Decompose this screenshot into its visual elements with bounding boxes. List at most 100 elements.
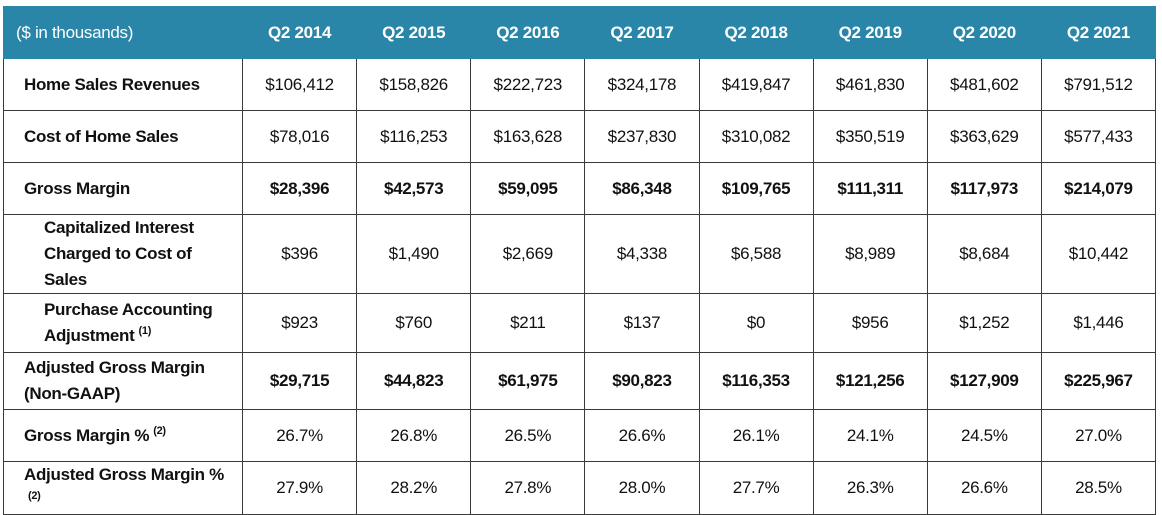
column-header: Q2 2020: [926, 6, 1042, 59]
table-cell: $214,079: [1040, 162, 1157, 215]
table-cell: $419,847: [698, 58, 814, 111]
table-cell: 27.8%: [470, 461, 586, 515]
table-cell: $225,967: [1040, 352, 1157, 410]
table-cell: 27.7%: [698, 461, 814, 515]
header-row: ($ in thousands) Q2 2014 Q2 2015 Q2 2016…: [3, 6, 1157, 59]
table-cell: 26.3%: [812, 461, 928, 515]
column-header: Q2 2017: [584, 6, 700, 59]
row-label: Adjusted Gross Margin (Non-GAAP): [3, 352, 243, 410]
table-cell: $42,573: [356, 162, 472, 215]
row-label-line2: Adjustment: [44, 326, 135, 345]
table-row-gross-margin-pct: Gross Margin % (2) 26.7% 26.8% 26.5% 26.6…: [3, 409, 1157, 462]
table-row-adjusted-gross-margin-pct: Adjusted Gross Margin % (2) 27.9% 28.2% 2…: [3, 461, 1157, 515]
table-cell: $10,442: [1040, 214, 1157, 294]
table-cell: $28,396: [241, 162, 358, 215]
table-cell: $760: [356, 293, 472, 353]
table-cell: 24.5%: [926, 409, 1042, 462]
table-cell: $1,490: [356, 214, 472, 294]
row-label: Cost of Home Sales: [3, 110, 243, 163]
table-row-purchase-accounting: Purchase Accounting Adjustment (1) $923 $7…: [3, 293, 1157, 353]
row-label: Purchase Accounting Adjustment (1): [3, 293, 243, 353]
table-cell: $111,311: [812, 162, 928, 215]
table-cell: $461,830: [812, 58, 928, 111]
table-cell: $59,095: [470, 162, 586, 215]
table-cell: $116,253: [356, 110, 472, 163]
table-row-home-sales-revenues: Home Sales Revenues $106,412 $158,826 $2…: [3, 58, 1157, 111]
column-header: Q2 2016: [470, 6, 586, 59]
table-cell: $791,512: [1040, 58, 1157, 111]
table-cell: $44,823: [356, 352, 472, 410]
table-cell: $310,082: [698, 110, 814, 163]
table-row-capitalized-interest: Capitalized Interest Charged to Cost of S…: [3, 214, 1157, 294]
column-header: Q2 2014: [241, 6, 358, 59]
table-cell: $90,823: [584, 352, 700, 410]
row-label: Gross Margin % (2): [3, 409, 243, 462]
table-cell: $4,338: [584, 214, 700, 294]
table-cell: 28.2%: [356, 461, 472, 515]
table-cell: 28.0%: [584, 461, 700, 515]
row-label-line2: (Non-GAAP): [24, 384, 121, 403]
row-label-line2: Charged to Cost of Sales: [44, 244, 192, 289]
footnote-marker: (1): [138, 325, 152, 338]
row-label-line1: Adjusted Gross Margin: [24, 358, 205, 377]
table-cell: 24.1%: [812, 409, 928, 462]
table-cell: $923: [241, 293, 358, 353]
table-cell: $6,588: [698, 214, 814, 294]
table-cell: $1,446: [1040, 293, 1157, 353]
table-cell: $222,723: [470, 58, 586, 111]
footnote-marker: (2): [153, 424, 166, 437]
table-row-gross-margin: Gross Margin $28,396 $42,573 $59,095 $86…: [3, 162, 1157, 215]
table-cell: 27.0%: [1040, 409, 1157, 462]
table-cell: $2,669: [470, 214, 586, 294]
units-label: ($ in thousands): [3, 6, 243, 59]
table-cell: 28.5%: [1040, 461, 1157, 515]
row-label: Capitalized Interest Charged to Cost of S…: [3, 214, 243, 294]
table-cell: $481,602: [926, 58, 1042, 111]
table-cell: $117,973: [926, 162, 1042, 215]
table-cell: $29,715: [241, 352, 358, 410]
table-cell: $8,989: [812, 214, 928, 294]
footnote-marker: (2): [28, 490, 41, 503]
table-cell: $78,016: [241, 110, 358, 163]
column-header: Q2 2018: [698, 6, 814, 59]
table-cell: 26.8%: [356, 409, 472, 462]
row-label: Adjusted Gross Margin % (2): [3, 461, 243, 515]
column-header: Q2 2015: [356, 6, 472, 59]
table-cell: $61,975: [470, 352, 586, 410]
row-label-text: Gross Margin %: [24, 425, 150, 445]
table-row-adjusted-gross-margin: Adjusted Gross Margin (Non-GAAP) $29,715 …: [3, 352, 1157, 410]
table-cell: $324,178: [584, 58, 700, 111]
financial-table: ($ in thousands) Q2 2014 Q2 2015 Q2 2016…: [3, 6, 1157, 515]
row-label: Home Sales Revenues: [3, 58, 243, 111]
table-cell: $211: [470, 293, 586, 353]
table-cell: $237,830: [584, 110, 700, 163]
column-header: Q2 2019: [812, 6, 928, 59]
table-cell: $116,353: [698, 352, 814, 410]
table-cell: $127,909: [926, 352, 1042, 410]
table-cell: $8,684: [926, 214, 1042, 294]
table-cell: $121,256: [812, 352, 928, 410]
table-cell: $956: [812, 293, 928, 353]
table-cell: 26.5%: [470, 409, 586, 462]
table-cell: $86,348: [584, 162, 700, 215]
table-cell: $350,519: [812, 110, 928, 163]
table-cell: $137: [584, 293, 700, 353]
table-cell: $106,412: [241, 58, 358, 111]
table-cell: 26.1%: [698, 409, 814, 462]
row-label-text: Adjusted Gross Margin %: [24, 465, 224, 484]
table-cell: $396: [241, 214, 358, 294]
row-label-line1: Capitalized Interest: [44, 218, 194, 237]
table-cell: 26.6%: [584, 409, 700, 462]
table-cell: $158,826: [356, 58, 472, 111]
column-header: Q2 2021: [1040, 6, 1157, 59]
table-cell: $163,628: [470, 110, 586, 163]
table-cell: $577,433: [1040, 110, 1157, 163]
table-cell: $363,629: [926, 110, 1042, 163]
table-cell: $109,765: [698, 162, 814, 215]
table-cell: $1,252: [926, 293, 1042, 353]
table-cell: 27.9%: [241, 461, 358, 515]
table-cell: 26.6%: [926, 461, 1042, 515]
table-cell: 26.7%: [241, 409, 358, 462]
row-label-line1: Purchase Accounting: [44, 300, 213, 319]
table-cell: $0: [698, 293, 814, 353]
